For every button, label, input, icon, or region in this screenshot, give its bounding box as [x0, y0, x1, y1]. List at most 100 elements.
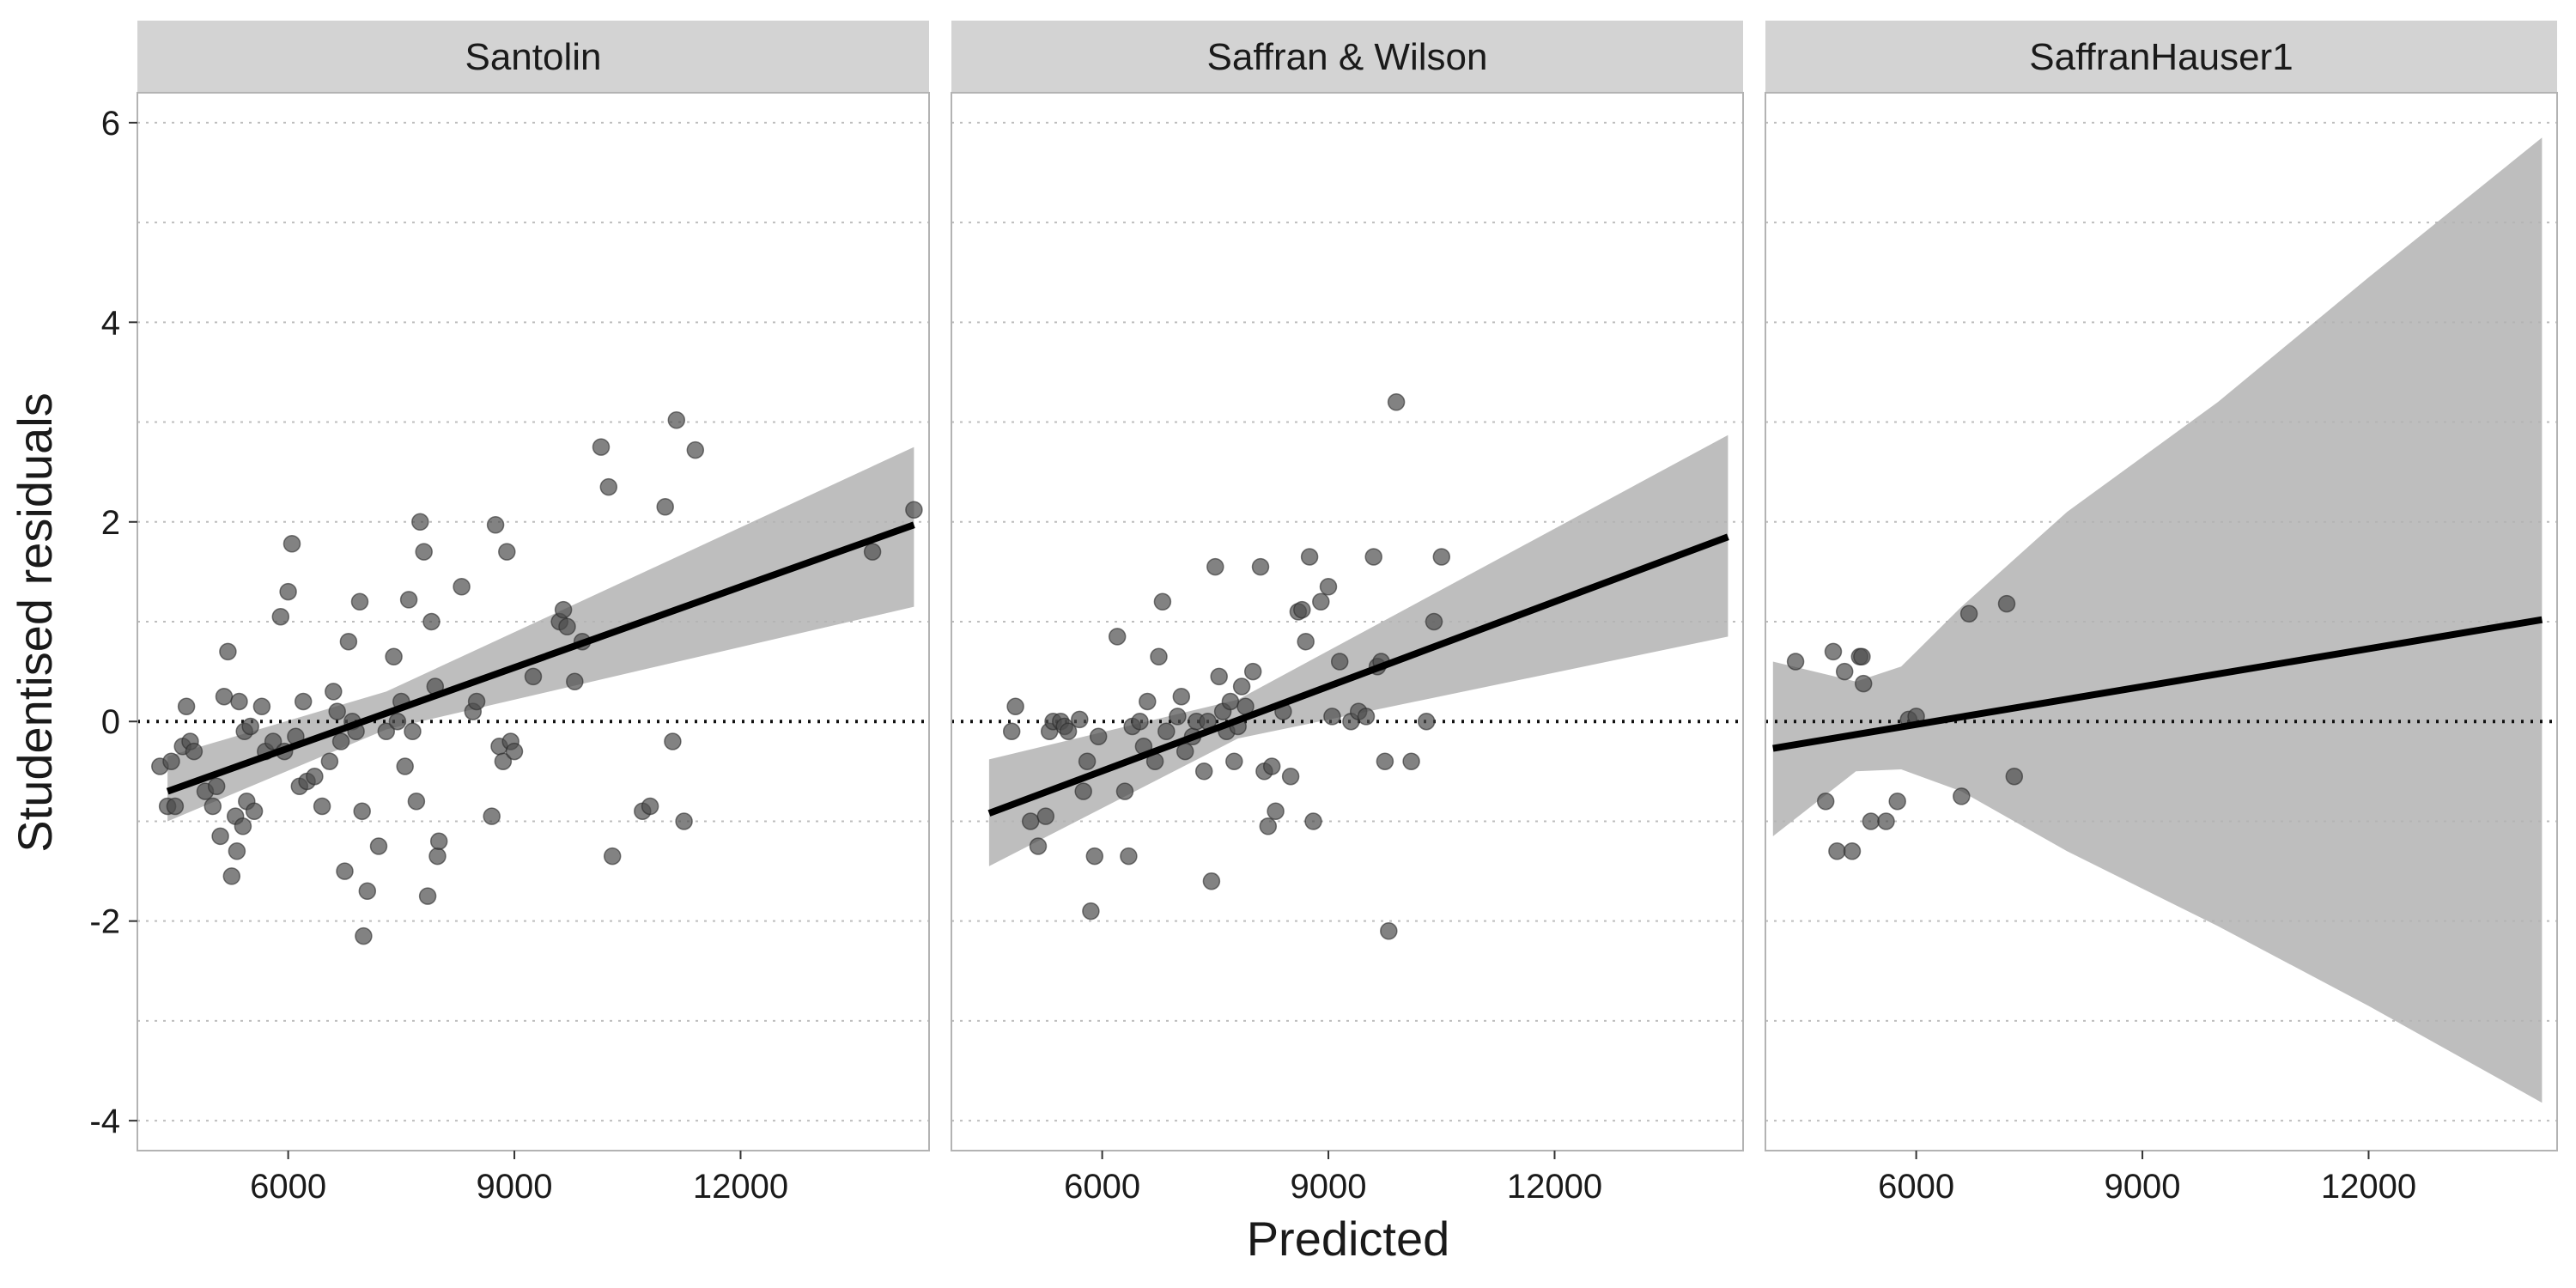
x-tick-label: 12000 [2321, 1168, 2416, 1206]
data-point [498, 543, 516, 561]
data-point [1319, 578, 1338, 596]
data-point [353, 802, 371, 821]
regression-line [166, 521, 915, 795]
data-point [1376, 752, 1394, 770]
data-point [1172, 687, 1191, 706]
data-point [166, 797, 185, 816]
data-point [294, 692, 313, 711]
panel-border [137, 92, 930, 1151]
facet-strip [137, 21, 929, 93]
data-point [1082, 902, 1100, 920]
data-point [404, 722, 422, 741]
data-point [467, 692, 486, 711]
data-point [1262, 757, 1281, 775]
data-point [271, 607, 290, 626]
facet-title: Saffran & Wilson [1207, 36, 1488, 78]
regression-line [1772, 616, 2543, 752]
data-point [429, 832, 448, 850]
data-point [422, 612, 440, 631]
data-point [245, 802, 264, 821]
data-point [215, 687, 234, 706]
data-point [407, 792, 426, 811]
data-point [1059, 722, 1078, 741]
panel-border [951, 92, 1744, 1151]
regression-line [987, 533, 1729, 817]
data-point [241, 717, 259, 736]
y-tick-label: 4 [101, 304, 120, 342]
data-point [1281, 767, 1300, 786]
y-axis: -4 -2 0 2 4 6 [89, 105, 137, 1140]
data-point [1824, 642, 1843, 661]
data-point [656, 498, 674, 516]
facet-strip [951, 21, 1743, 93]
data-point [863, 543, 882, 561]
data-point [204, 797, 222, 816]
data-point [228, 842, 246, 860]
data-point [1402, 752, 1420, 770]
y-tick-label: 0 [101, 703, 120, 741]
data-point [396, 757, 414, 775]
data-point [331, 732, 350, 750]
data-point [592, 438, 611, 456]
data-point [1364, 548, 1382, 566]
data-point [1225, 752, 1243, 770]
data-point [1297, 632, 1315, 651]
data-point [1078, 752, 1097, 770]
data-point [1854, 674, 1873, 693]
data-point [1115, 782, 1134, 800]
data-point [207, 777, 226, 796]
data-point [667, 410, 686, 429]
data-point [1232, 677, 1251, 696]
data-point [358, 882, 377, 901]
data-point [1835, 662, 1854, 681]
data-point [603, 847, 622, 866]
x-tick-label: 9000 [2105, 1168, 2181, 1206]
data-point [599, 477, 618, 496]
data-point [1425, 612, 1443, 631]
facet-panels: Santolin 6000 9000 12000 Saffran & Wilson 600… [137, 21, 2558, 1206]
data-point [1153, 592, 1172, 611]
data-point [388, 712, 407, 731]
data-point [211, 827, 229, 846]
x-tick-label: 9000 [1291, 1168, 1367, 1206]
data-point [1300, 548, 1319, 566]
facet-title: Santolin [465, 36, 601, 78]
data-point [641, 797, 659, 816]
data-point [1108, 628, 1127, 646]
data-point [320, 752, 339, 770]
data-point [339, 632, 358, 651]
y-tick-label: 2 [101, 504, 120, 542]
data-point [1312, 592, 1330, 611]
data-point [1085, 847, 1104, 866]
confidence-band [988, 434, 1728, 866]
data-point [325, 683, 343, 701]
data-point [505, 742, 524, 761]
data-point [1221, 692, 1240, 711]
data-point [1131, 712, 1149, 731]
data-point [453, 578, 471, 596]
y-tick-label: -2 [89, 903, 120, 941]
data-point [1323, 708, 1341, 726]
data-point [1997, 594, 2016, 613]
confidence-band [1772, 137, 2543, 1103]
data-point [385, 647, 403, 665]
x-tick-label: 6000 [1064, 1168, 1140, 1206]
x-tick-label: 6000 [1878, 1168, 1954, 1206]
data-point [415, 543, 433, 561]
data-point [264, 732, 283, 750]
x-tick-label: 6000 [250, 1168, 326, 1206]
data-point [1036, 807, 1055, 825]
data-point [1293, 600, 1311, 619]
data-point [185, 742, 204, 761]
data-point [1194, 762, 1213, 781]
data-point [1959, 605, 1978, 623]
data-point [222, 867, 241, 885]
data-point [355, 927, 373, 945]
data-point [1071, 710, 1089, 729]
data-point [1786, 653, 1805, 671]
facet-title: SaffranHauser1 [2029, 36, 2293, 78]
data-point [1120, 847, 1138, 866]
data-point [675, 812, 693, 830]
data-point [1150, 647, 1168, 665]
x-axis-title: Predicted [1247, 1212, 1450, 1266]
